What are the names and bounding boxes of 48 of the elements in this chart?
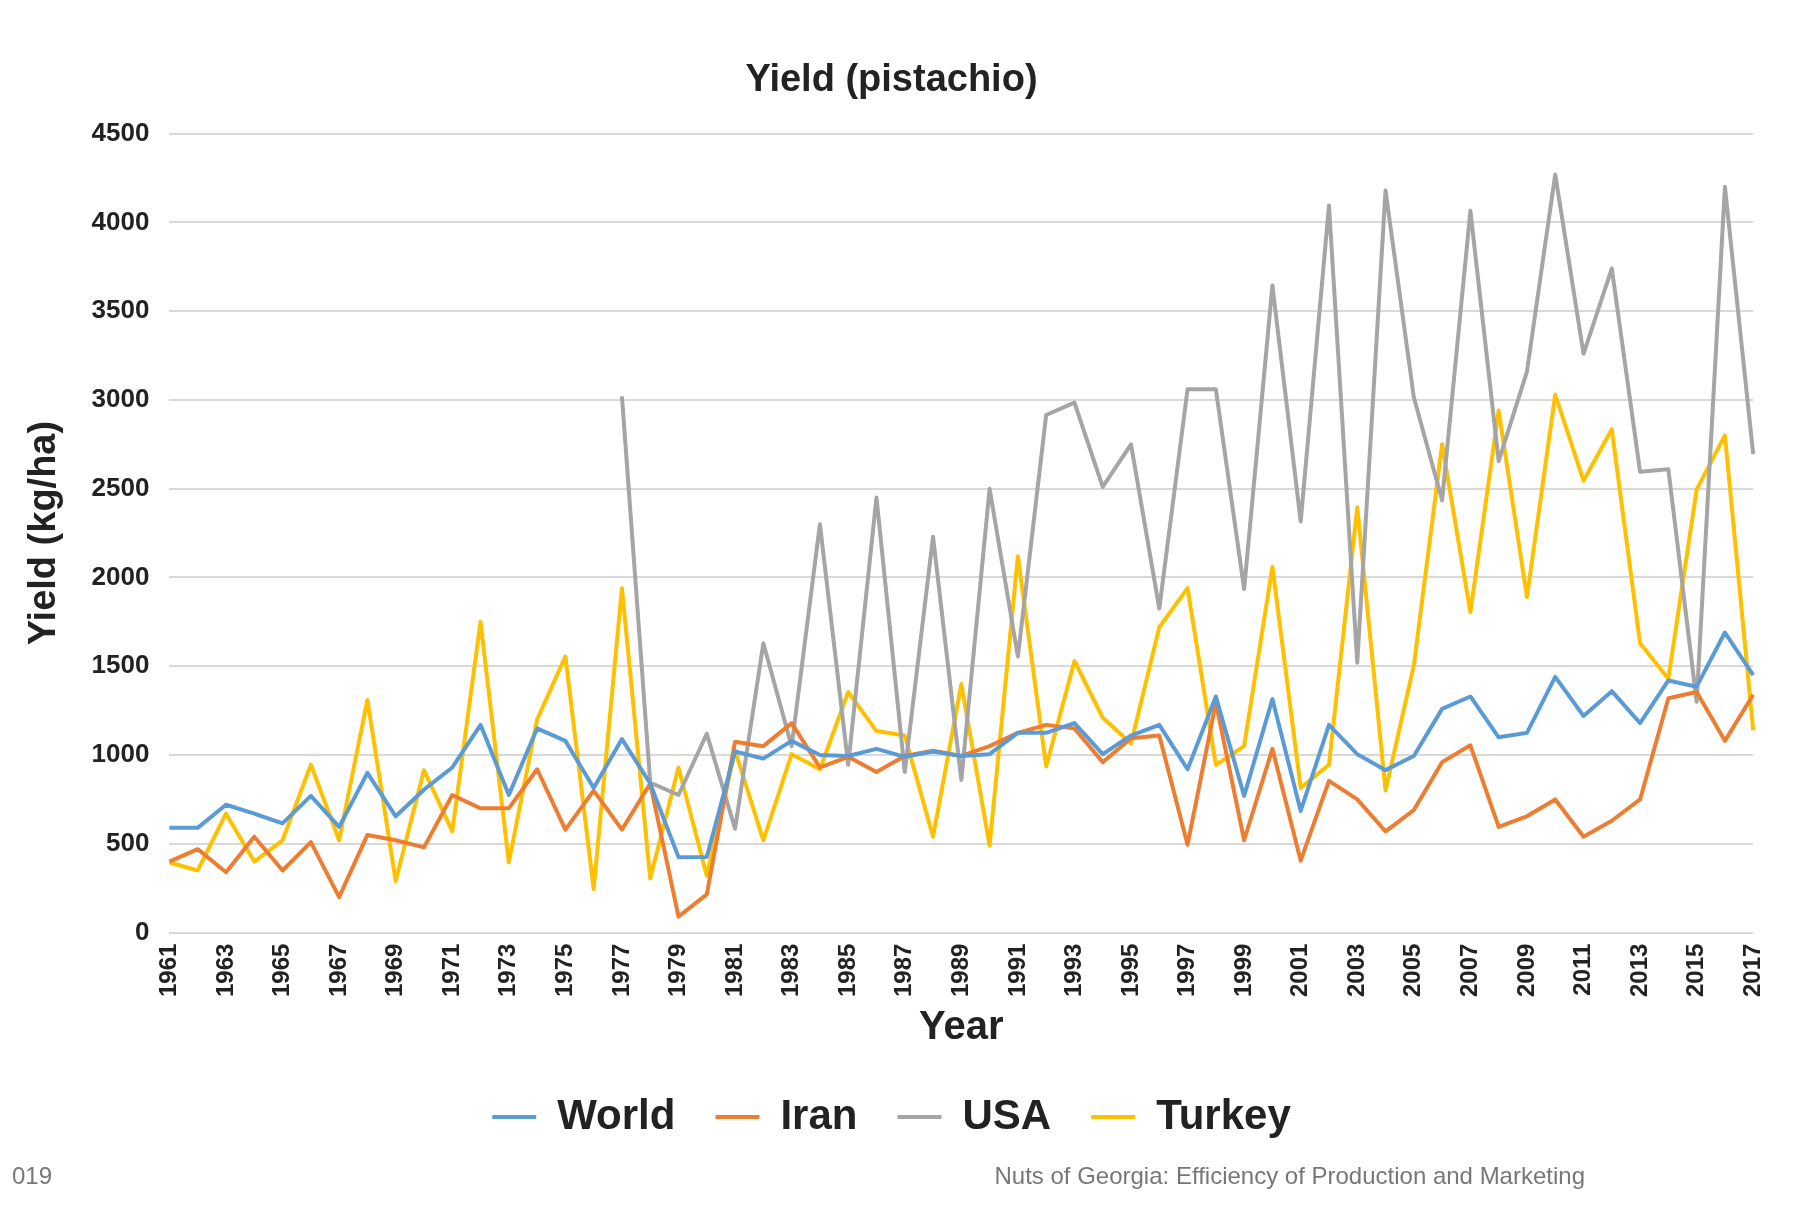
x-tick-label: 1981 [719, 943, 747, 997]
x-tick-label: 1993 [1059, 943, 1087, 997]
y-tick-label: 3000 [91, 383, 150, 414]
text: Nuts of Georgia: Efficiency of Production and Marketing [994, 1162, 1585, 1190]
y-tick-label: 1000 [91, 738, 150, 769]
x-tick-label: 1997 [1172, 943, 1200, 997]
x-tick-label: 2009 [1511, 943, 1539, 997]
x-axis-title: Year [919, 1003, 1004, 1048]
x-tick-label: 2001 [1285, 943, 1313, 997]
x-tick-label: 1969 [380, 943, 408, 997]
x-tick-label: 1983 [776, 943, 804, 997]
x-tick-label: 1985 [832, 943, 860, 997]
text: 019 [12, 1162, 53, 1190]
x-tick-label: 2005 [1398, 943, 1426, 997]
y-axis-title: Yield (kg/ha) [21, 420, 64, 646]
legend-label: Turkey [1156, 1090, 1292, 1138]
y-tick-label: 500 [106, 827, 150, 857]
x-tick-label: 1967 [323, 943, 351, 997]
y-tick-label: 4000 [91, 205, 150, 236]
legend-label: World [557, 1090, 676, 1138]
x-tick-label: 1977 [606, 943, 634, 997]
x-tick-label: 1995 [1115, 943, 1143, 997]
x-tick-label: 2015 [1681, 943, 1709, 997]
y-tick-label: 3500 [91, 294, 150, 325]
x-tick-label: 1991 [1002, 943, 1030, 997]
x-tick-label: 2003 [1341, 943, 1369, 997]
x-tick-label: 2017 [1737, 943, 1765, 997]
x-tick-label: 1999 [1228, 943, 1256, 997]
x-tick-label: 2007 [1455, 943, 1483, 997]
chart-title: Yield (pistachio) [745, 57, 1038, 100]
x-tick-label: 1965 [267, 943, 295, 997]
x-tick-label: 1987 [889, 943, 917, 997]
x-tick-label: 1963 [210, 943, 238, 997]
y-tick-label: 4500 [91, 116, 150, 147]
x-tick-label: 2011 [1568, 943, 1596, 996]
legend-label: Iran [780, 1090, 858, 1138]
y-tick-label: 0 [134, 915, 150, 946]
x-tick-label: 1961 [154, 943, 182, 997]
y-tick-label: 2500 [91, 471, 150, 502]
y-tick-label: 2000 [91, 560, 150, 591]
x-tick-label: 1973 [493, 943, 521, 997]
y-tick-label: 1500 [91, 649, 150, 680]
x-tick-label: 1971 [436, 943, 464, 997]
legend-label: USA [962, 1090, 1052, 1138]
x-tick-label: 1989 [945, 943, 973, 997]
x-tick-label: 2013 [1624, 943, 1652, 997]
x-tick-label: 1975 [550, 943, 577, 997]
x-tick-label: 1979 [663, 943, 691, 997]
